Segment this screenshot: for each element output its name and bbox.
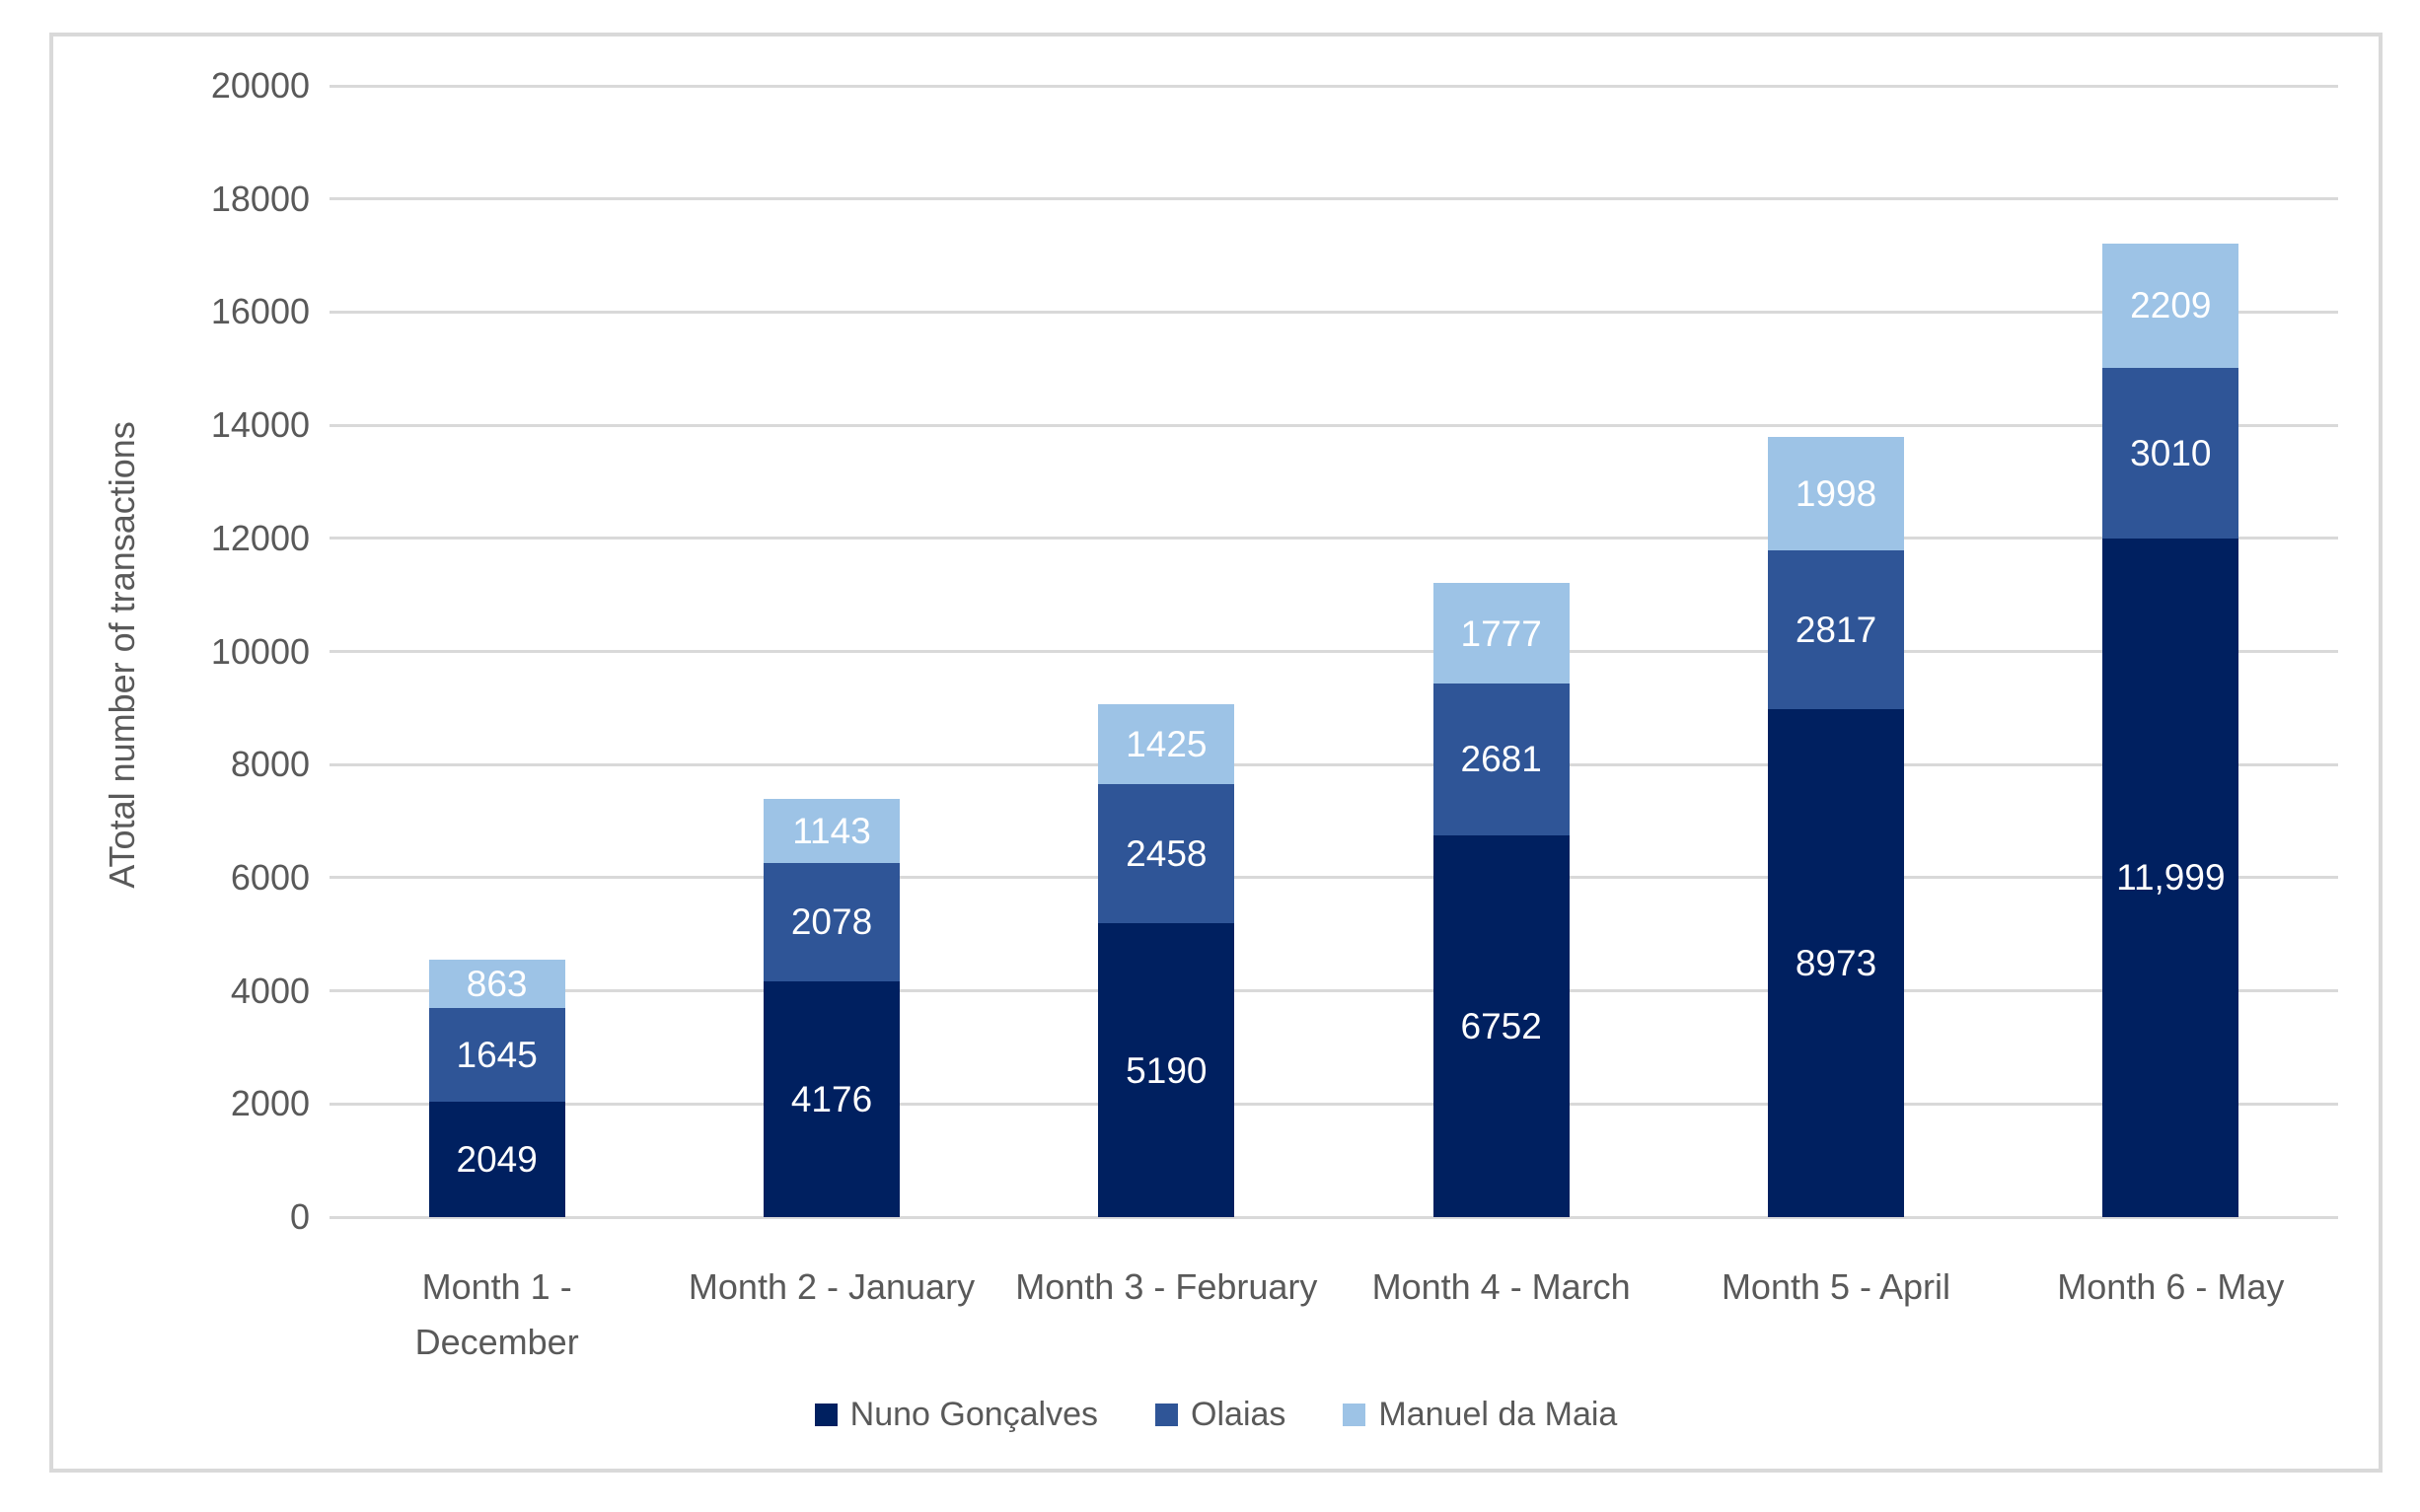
data-label: 1777 [1460, 612, 1542, 654]
bar-segment: 2209 [2102, 243, 2239, 369]
bar-segment: 2049 [428, 1101, 565, 1217]
y-axis-tick-label: 0 [289, 1196, 310, 1237]
y-axis-tick-label: 6000 [230, 856, 310, 898]
legend-item: Nuno Gonçalves [814, 1396, 1099, 1434]
y-axis-tick-label: 18000 [210, 178, 310, 219]
data-label: 4176 [790, 1078, 873, 1119]
gridline [330, 1102, 2338, 1106]
stacked-bar: 4176 2078 1143 [764, 798, 900, 1217]
y-axis-tick-label: 16000 [210, 291, 310, 332]
x-axis-label: Month 3 - February [1015, 1266, 1318, 1307]
data-label: 2209 [2130, 285, 2212, 326]
data-label: 2049 [456, 1138, 538, 1180]
bar-segment: 3010 [2102, 368, 2239, 539]
data-label: 5190 [1126, 1049, 1208, 1091]
y-axis-tick-label: 10000 [210, 630, 310, 672]
bar-segment: 8973 [1768, 709, 1904, 1217]
legend-swatch-icon [814, 1404, 838, 1426]
chart-frame: 0 2000 4000 6000 8000 10000 12000 14000 16000 180… [49, 33, 2383, 1473]
gridline [330, 310, 2338, 314]
bar-segment: 863 [428, 959, 565, 1009]
x-axis-label: Month 2 - January [688, 1266, 976, 1307]
y-axis-tick-label: 8000 [230, 744, 310, 785]
y-axis-tick-label: 4000 [230, 970, 310, 1011]
bar-segment: 11,999 [2102, 538, 2239, 1217]
stacked-bar: 5190 2458 1425 [1098, 703, 1235, 1217]
y-axis-tick-label: 2000 [230, 1083, 310, 1124]
y-axis-tick-label: 12000 [210, 517, 310, 558]
data-label: 2458 [1126, 833, 1208, 875]
bar-segment: 6752 [1432, 834, 1570, 1217]
gridline [330, 1215, 2338, 1219]
data-label: 1645 [456, 1034, 538, 1075]
data-label: 2817 [1795, 610, 1877, 651]
y-axis-tick-label: 14000 [210, 404, 310, 446]
legend-label: Olaias [1191, 1396, 1286, 1433]
legend-swatch-icon [1343, 1404, 1366, 1426]
data-label: 1425 [1126, 724, 1208, 765]
data-label: 8973 [1795, 943, 1877, 984]
data-label: 2078 [790, 901, 873, 943]
gridline [330, 197, 2338, 201]
data-label: 2681 [1460, 739, 1542, 780]
stacked-bar: 11,999 3010 2209 [2102, 243, 2239, 1217]
bar-segment: 1143 [764, 798, 900, 864]
data-label: 11,999 [2116, 857, 2226, 899]
data-label: 6752 [1460, 1005, 1542, 1046]
data-label: 863 [466, 963, 528, 1004]
gridline [330, 762, 2338, 766]
gridline [330, 989, 2338, 993]
gridline [330, 876, 2338, 880]
data-label: 3010 [2130, 433, 2212, 474]
legend-item: Manuel da Maia [1343, 1396, 1617, 1434]
bar-segment: 1998 [1768, 437, 1904, 550]
data-label: 1998 [1795, 473, 1877, 515]
data-label: 1143 [792, 811, 871, 852]
gridline [330, 650, 2338, 653]
bar-segment: 2078 [764, 863, 900, 981]
gridline [330, 84, 2338, 88]
x-axis-label: Month 5 - April [1721, 1266, 1951, 1307]
x-axis-label: Month 1 - December [414, 1266, 579, 1362]
stacked-bar: 2049 1645 863 [428, 959, 565, 1217]
bar-segment: 5190 [1098, 923, 1235, 1217]
bar-segment: 2681 [1432, 684, 1570, 835]
x-axis-label: Month 6 - May [2057, 1266, 2285, 1307]
y-axis-title: ATotal number of transactions [102, 421, 142, 889]
x-axis-label: Month 4 - March [1371, 1266, 1631, 1307]
plot-area: 2049 1645 863 4176 2078 1143 5190 2458 1425 6752 2… [330, 86, 2338, 1217]
bar-segment: 1645 [428, 1008, 565, 1102]
stacked-bar: 6752 2681 1777 [1432, 583, 1570, 1217]
bar-segment: 1425 [1098, 703, 1235, 785]
y-axis-tick-label: 20000 [210, 65, 310, 106]
bar-segment: 2458 [1098, 784, 1235, 924]
legend-label: Nuno Gonçalves [849, 1396, 1099, 1433]
gridline [330, 537, 2338, 540]
bar-segment: 1777 [1432, 583, 1570, 684]
legend-item: Olaias [1155, 1396, 1285, 1434]
legend: Nuno Gonçalves Olaias Manuel da Maia [53, 1396, 2379, 1434]
legend-swatch-icon [1155, 1404, 1179, 1426]
bar-segment: 4176 [764, 980, 900, 1217]
stacked-bar: 8973 2817 1998 [1768, 437, 1904, 1217]
legend-label: Manuel da Maia [1378, 1396, 1618, 1433]
gridline [330, 423, 2338, 427]
bar-segment: 2817 [1768, 549, 1904, 710]
